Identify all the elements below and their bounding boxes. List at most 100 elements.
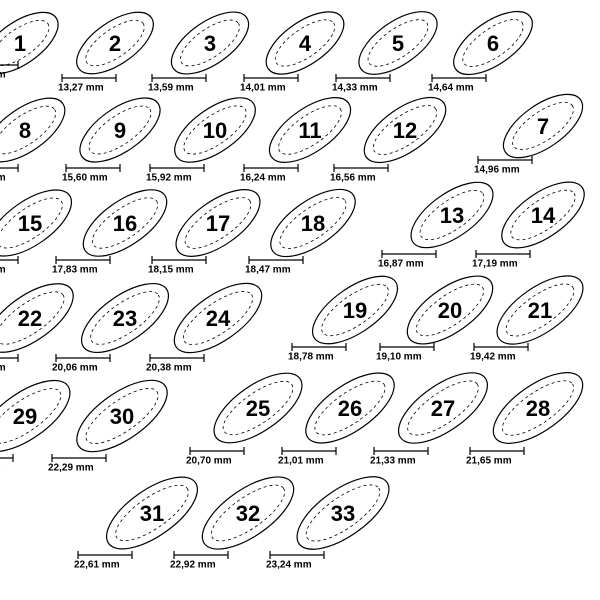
- diameter-label: 21,65 mm: [466, 456, 512, 467]
- ring-outline: [0, 379, 71, 453]
- ring-size-item: 13 16,87 mm: [378, 181, 494, 270]
- ring-outline: [265, 11, 345, 75]
- ring-size-item: 28 21,65 mm: [466, 372, 584, 467]
- ring-size-item: 20 19,10 mm: [376, 275, 494, 363]
- ring-inner: [502, 380, 574, 436]
- diameter-label: 18,78 mm: [288, 352, 334, 363]
- ring-inner: [85, 388, 159, 444]
- ring-outline: [502, 93, 584, 159]
- ring-outline: [79, 97, 161, 163]
- diameter-label: 14,33 mm: [332, 83, 378, 94]
- size-label: 32: [236, 501, 260, 526]
- diameter-label: 19,42 mm: [470, 352, 516, 363]
- diameter-label: 15,60 mm: [62, 173, 108, 184]
- ring-size-item: 21 19,42 mm: [470, 275, 584, 363]
- ring-inner: [278, 105, 342, 155]
- ring-size-item: 12 16,56 mm: [330, 96, 447, 184]
- ring-size-item: 22 19,74 mm: [0, 283, 74, 374]
- diameter-label: 22,29 mm: [48, 463, 94, 474]
- ring-outline: [305, 372, 395, 444]
- size-label: 28: [526, 396, 550, 421]
- size-label: 15: [18, 211, 42, 236]
- ring-inner: [182, 291, 254, 345]
- ring-inner: [180, 19, 240, 67]
- size-label: 24: [206, 306, 231, 331]
- diameter-label: 21,01 mm: [278, 456, 324, 467]
- diameter-label: 23,24 mm: [266, 560, 312, 571]
- ring-inner: [462, 19, 524, 67]
- ring-inner: [91, 197, 159, 249]
- ring-inner: [184, 197, 252, 249]
- ring-size-item: 2 13,27 mm: [58, 11, 154, 94]
- ring-inner: [115, 484, 189, 542]
- ring-outline: [270, 188, 356, 258]
- ring-inner: [183, 105, 247, 155]
- ring-outline: [410, 181, 494, 249]
- ring-inner: [279, 197, 347, 249]
- size-label: 10: [203, 118, 227, 143]
- ring-size-item: 31 22,61 mm: [74, 476, 199, 571]
- ring-outline: [0, 11, 59, 75]
- diameter-label: 17,19 mm: [472, 259, 518, 270]
- ring-outline: [213, 372, 303, 444]
- diameter-label: 20,38 mm: [146, 363, 192, 374]
- size-label: 27: [431, 396, 455, 421]
- size-label: 17: [206, 211, 230, 236]
- ring-outline: [201, 476, 295, 550]
- ring-outline: [501, 181, 585, 249]
- ring-outline: [492, 372, 584, 444]
- ring-inner: [88, 105, 152, 155]
- size-label: 14: [531, 203, 556, 228]
- ring-size-item: 29 21,97 mm: [0, 379, 71, 474]
- size-label: 30: [110, 404, 134, 429]
- diameter-label: 21,33 mm: [370, 456, 416, 467]
- ring-size-item: 14 17,19 mm: [472, 181, 585, 270]
- size-label: 1: [14, 31, 26, 56]
- ring-outline: [496, 275, 584, 345]
- diameter-label: 14,01 mm: [240, 83, 286, 94]
- ring-outline: [174, 97, 256, 163]
- ring-inner: [0, 291, 65, 345]
- diameter-label: 15,92 mm: [146, 173, 192, 184]
- ring-size-item: 26 21,01 mm: [278, 372, 395, 467]
- size-label: 26: [338, 396, 362, 421]
- diameter-label: 17,83 mm: [52, 265, 98, 276]
- size-label: 8: [19, 118, 31, 143]
- ring-size-item: 6 14,64 mm: [428, 10, 533, 94]
- ring-size-item: 5 14,33 mm: [332, 11, 438, 94]
- size-label: 25: [246, 396, 270, 421]
- diameter-label: 18,47 mm: [245, 265, 291, 276]
- diameter-label: 20,70 mm: [186, 456, 232, 467]
- ring-inner: [512, 101, 574, 151]
- diameter-label: 12,95 mm: [0, 70, 6, 81]
- ring-size-item: 10 15,92 mm: [146, 97, 256, 184]
- ring-outline: [0, 283, 74, 353]
- size-label: 3: [204, 31, 216, 56]
- diameter-label: 16,24 mm: [240, 173, 286, 184]
- ring-outline: [358, 11, 438, 75]
- ring-size-item: 8 15,28 mm: [0, 97, 66, 184]
- ring-inner: [211, 484, 285, 542]
- size-label: 12: [393, 118, 417, 143]
- size-label: 2: [109, 31, 121, 56]
- ring-inner: [0, 197, 63, 249]
- ring-outline: [397, 372, 489, 444]
- size-label: 7: [537, 114, 549, 139]
- diameter-label: 16,87 mm: [378, 259, 424, 270]
- ring-outline: [175, 189, 261, 257]
- ring-inner: [0, 388, 62, 444]
- ring-size-item: 18 18,47 mm: [245, 188, 356, 276]
- ring-size-item: 16 17,83 mm: [52, 189, 168, 276]
- diameter-label: 16,56 mm: [330, 173, 376, 184]
- diameter-label: 20,06 mm: [52, 363, 98, 374]
- ring-outline: [406, 275, 494, 345]
- diameter-label: 19,10 mm: [376, 352, 422, 363]
- ring-inner: [321, 283, 389, 337]
- ring-size-item: 23 20,06 mm: [52, 282, 170, 374]
- ring-size-item: 32 22,92 mm: [170, 476, 295, 571]
- diameter-label: 15,28 mm: [0, 173, 6, 184]
- ring-outline: [80, 282, 170, 354]
- diameter-label: 14,96 mm: [474, 165, 520, 176]
- size-label: 29: [13, 404, 37, 429]
